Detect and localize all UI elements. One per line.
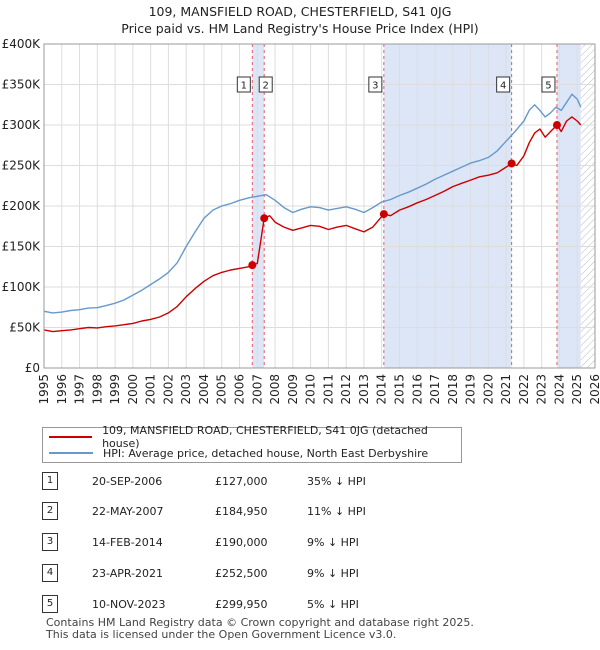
x-tick-label: 2025 (570, 374, 584, 405)
x-tick-label: 2009 (286, 374, 300, 405)
sale-date: 23-APR-2021 (92, 567, 164, 580)
table-row: 1 20-SEP-2006 £127,000 35% ↓ HPI (42, 472, 502, 490)
x-tick-label: 2018 (446, 374, 460, 405)
y-tick-label: £300K (2, 118, 42, 132)
x-tick-label: 2023 (535, 374, 549, 405)
y-tick-label: £250K (2, 159, 42, 173)
sale-point (248, 261, 257, 270)
y-tick-label: £50K (9, 321, 41, 335)
legend: 109, MANSFIELD ROAD, CHESTERFIELD, S41 0… (42, 424, 462, 463)
table-row: 3 14-FEB-2014 £190,000 9% ↓ HPI (42, 533, 502, 551)
legend-swatch-property (49, 436, 93, 438)
x-tick-label: 2015 (392, 374, 406, 405)
table-row: 2 22-MAY-2007 £184,950 11% ↓ HPI (42, 502, 502, 520)
sale-label-number: 1 (241, 81, 247, 92)
x-tick-label: 2007 (250, 374, 264, 405)
x-tick-label: 2011 (321, 374, 335, 405)
x-tick-label: 2000 (126, 374, 140, 405)
sale-hpi-diff: 5% ↓ HPI (307, 598, 359, 611)
x-tick-label: 2013 (357, 374, 371, 405)
chart-subtitle: Price paid vs. HM Land Registry's House … (121, 21, 479, 36)
x-tick-label: 2002 (161, 374, 175, 405)
series-line-hpi (43, 93, 582, 314)
sale-hpi-diff: 11% ↓ HPI (307, 505, 366, 518)
x-tick-label: 2019 (464, 374, 478, 405)
y-tick-label: £100K (2, 280, 42, 294)
sale-label-box (368, 76, 383, 93)
sale-price: £252,500 (215, 567, 268, 580)
legend-label-hpi: HPI: Average price, detached house, Nort… (103, 446, 429, 460)
x-tick-label: 1996 (55, 374, 69, 405)
sale-label-number: 2 (263, 81, 269, 92)
x-tick-label: 1999 (108, 374, 122, 405)
sale-label-box (541, 76, 556, 93)
legend-swatch-hpi (49, 452, 93, 454)
sale-point (379, 210, 388, 219)
footer-licence: This data is licensed under the Open Gov… (46, 628, 397, 641)
y-tick-label: £150K (2, 240, 42, 254)
y-tick-label: £350K (2, 78, 42, 92)
sale-number: 3 (42, 533, 58, 551)
sale-point (507, 159, 516, 168)
series-line-property (43, 116, 582, 333)
x-tick-label: 2004 (197, 374, 211, 405)
sale-label-number: 4 (500, 81, 506, 92)
sale-price: £190,000 (215, 536, 268, 549)
x-tick-label: 2008 (268, 374, 282, 405)
x-tick-label: 1998 (90, 374, 104, 405)
table-row: 4 23-APR-2021 £252,500 9% ↓ HPI (42, 564, 502, 582)
sale-label-box (236, 76, 251, 93)
x-tick-label: 2016 (410, 374, 424, 405)
x-tick-label: 2021 (499, 374, 513, 405)
footer: Contains HM Land Registry data © Crown c… (46, 617, 474, 641)
footer-copyright: Contains HM Land Registry data © Crown c… (46, 616, 474, 629)
plot-frame (43, 43, 596, 369)
legend-item-hpi: HPI: Average price, detached house, Nort… (49, 445, 428, 461)
sale-number: 1 (42, 472, 58, 490)
x-tick-label: 2022 (517, 374, 531, 405)
sale-label-number: 5 (545, 81, 551, 92)
sale-point (260, 214, 269, 223)
sale-price: £184,950 (215, 505, 268, 518)
x-tick-label: 2005 (215, 374, 229, 405)
x-tick-label: 2026 (588, 374, 600, 405)
sale-number: 4 (42, 564, 58, 582)
x-tick-label: 2020 (481, 374, 495, 405)
sale-hpi-diff: 9% ↓ HPI (307, 536, 359, 549)
sale-hpi-diff: 35% ↓ HPI (307, 475, 366, 488)
x-tick-label: 2010 (304, 374, 318, 405)
table-row: 5 10-NOV-2023 £299,950 5% ↓ HPI (42, 595, 502, 613)
y-tick-label: £400K (2, 37, 42, 51)
legend-label-property: 109, MANSFIELD ROAD, CHESTERFIELD, S41 0… (102, 424, 428, 450)
x-tick-label: 2006 (233, 374, 247, 405)
sale-price: £127,000 (215, 475, 268, 488)
chart-title: 109, MANSFIELD ROAD, CHESTERFIELD, S41 0… (148, 4, 452, 19)
y-tick-label: £200K (2, 199, 42, 213)
x-tick-label: 2017 (428, 374, 442, 405)
x-tick-label: 1995 (37, 374, 51, 405)
sale-price: £299,950 (215, 598, 268, 611)
sale-date: 14-FEB-2014 (92, 536, 163, 549)
x-tick-label: 2024 (552, 374, 566, 405)
x-tick-label: 1997 (73, 374, 87, 405)
x-tick-label: 2012 (339, 374, 353, 405)
sale-label-box (496, 76, 511, 93)
x-tick-label: 2003 (179, 374, 193, 405)
sale-hpi-diff: 9% ↓ HPI (307, 567, 359, 580)
sale-date: 20-SEP-2006 (92, 475, 163, 488)
price-chart: 1 2 3 4 5 £0 £50K £100K £150K £200K £250K £300K £35… (2, 37, 600, 405)
y-tick-label: £0 (25, 361, 40, 375)
legend-item-property: 109, MANSFIELD ROAD, CHESTERFIELD, S41 0… (49, 424, 461, 450)
x-tick-label: 2001 (144, 374, 158, 405)
sale-number: 2 (42, 502, 58, 520)
sale-date: 22-MAY-2007 (92, 505, 164, 518)
sale-point (552, 121, 561, 130)
sale-label-box (258, 76, 273, 93)
x-tick-label: 2014 (375, 374, 389, 405)
sale-number: 5 (42, 595, 58, 613)
sale-label-number: 3 (372, 81, 378, 92)
sale-date: 10-NOV-2023 (92, 598, 166, 611)
